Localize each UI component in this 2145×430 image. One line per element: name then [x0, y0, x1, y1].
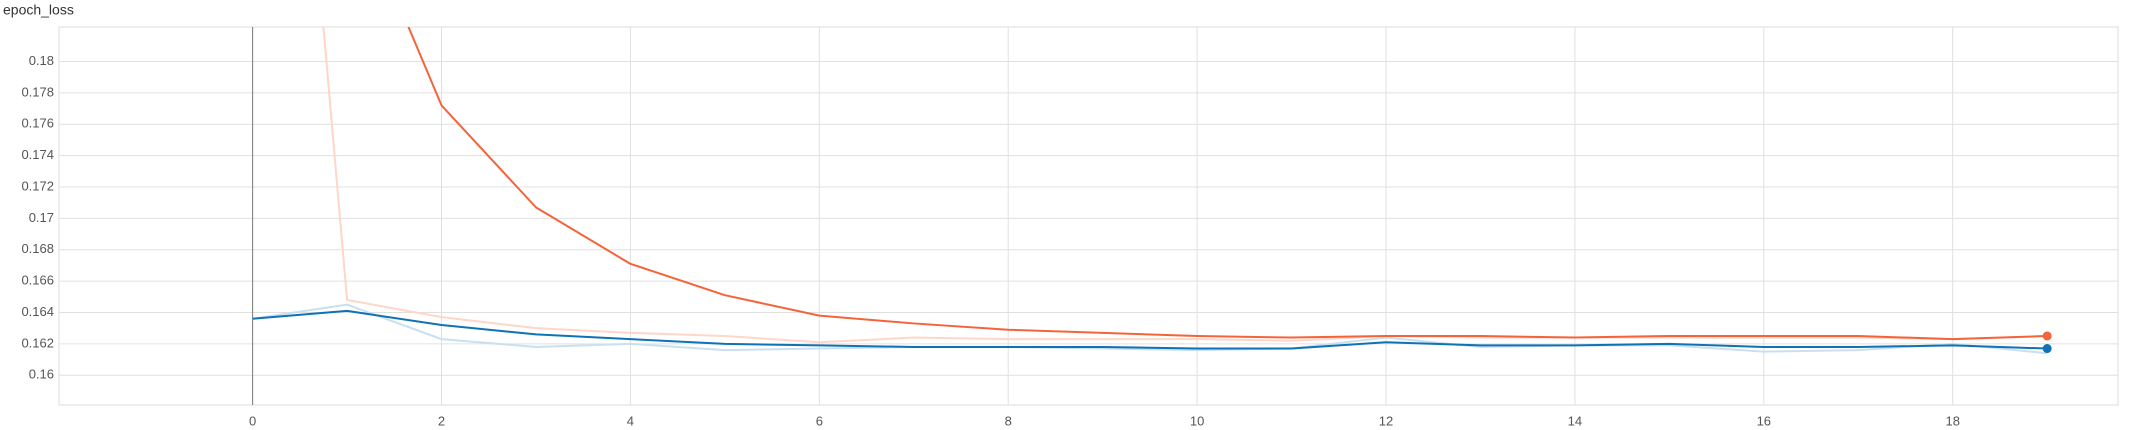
x-tick-label: 4: [627, 413, 634, 428]
end-marker: [2042, 331, 2052, 341]
series-line: [322, 27, 2048, 344]
y-tick-label: 0.176: [21, 116, 54, 131]
x-tick-label: 14: [1568, 413, 1582, 428]
x-tick-label: 16: [1757, 413, 1771, 428]
x-tick-label: 10: [1190, 413, 1204, 428]
y-tick-label: 0.172: [21, 178, 54, 193]
y-tick-label: 0.162: [21, 335, 54, 350]
x-tick-label: 8: [1005, 413, 1012, 428]
y-tick-label: 0.17: [29, 210, 54, 225]
y-tick-label: 0.18: [29, 53, 54, 68]
series-line: [407, 27, 2048, 341]
y-tick-label: 0.16: [29, 367, 54, 382]
x-tick-label: 0: [249, 413, 256, 428]
series-line: [252, 303, 2048, 355]
series-line: [252, 309, 2048, 350]
plot-area: [252, 27, 2048, 355]
plot-frame: [58, 26, 2119, 406]
x-tick-label: 2: [438, 413, 445, 428]
y-tick-label: 0.174: [21, 147, 54, 162]
y-tick-label: 0.164: [21, 304, 54, 319]
y-tick-label: 0.178: [21, 84, 54, 99]
grid: [59, 27, 2118, 405]
x-tick-label: 12: [1379, 413, 1393, 428]
y-tick-label: 0.166: [21, 273, 54, 288]
chart-title: epoch_loss: [3, 2, 74, 18]
x-tick-label: 18: [1945, 413, 1959, 428]
x-tick-label: 6: [816, 413, 823, 428]
y-tick-label: 0.168: [21, 241, 54, 256]
end-marker: [2042, 344, 2052, 354]
